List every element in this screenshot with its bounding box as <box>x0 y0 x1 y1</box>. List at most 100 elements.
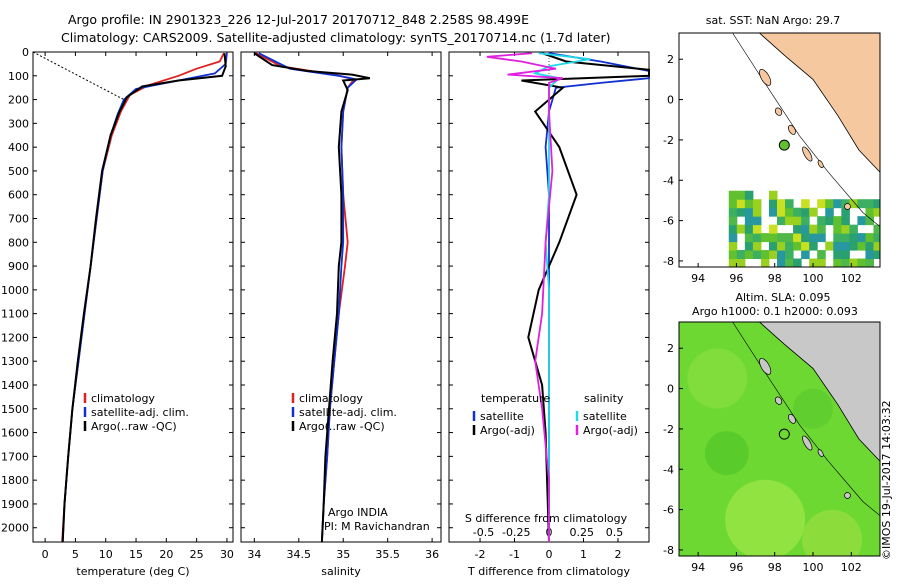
map-x-tick-label: 98 <box>768 272 782 285</box>
y-tick-label: 1400 <box>1 379 29 392</box>
sst-pixel <box>728 207 738 217</box>
x-axis-label: temperature (deg C) <box>76 565 189 578</box>
x-tick-label: 1 <box>580 548 587 561</box>
sst-pixel <box>793 224 802 234</box>
sst-pixel <box>768 190 778 200</box>
map-y-tick-label: -8 <box>663 255 674 268</box>
map-y-tick-label: 0 <box>667 383 674 396</box>
sst-pixel <box>817 199 826 209</box>
sst-pixel <box>744 199 754 209</box>
map-y-tick-label: -4 <box>663 174 674 187</box>
sst-pixel <box>736 190 746 200</box>
sst-pixel <box>817 233 826 243</box>
map-x-tick-label: 94 <box>691 561 705 574</box>
map-x-tick-label: 94 <box>691 272 705 285</box>
float-program-label: Argo INDIA <box>328 506 388 519</box>
chart-panel-salinity: 34 34.5 35 35.5 36 salinity climatologysatelli… <box>240 51 442 578</box>
y-tick-label: 1000 <box>1 284 29 297</box>
s-tick-label: -0.25 <box>502 526 530 539</box>
sst-pixel <box>744 233 754 243</box>
sst-pixel <box>817 216 826 226</box>
x-tick-label: -1 <box>509 548 520 561</box>
island <box>787 124 796 135</box>
sst-pixel <box>752 207 762 217</box>
legend: temperature salinitysatelliteArgo(-adj)sa… <box>472 392 638 437</box>
sst-pixel <box>801 233 810 243</box>
y-tick-label: 1800 <box>1 474 29 487</box>
island <box>817 449 824 458</box>
x-tick-label: 34 <box>247 548 261 561</box>
island <box>844 492 851 499</box>
sst-pixel <box>744 190 754 200</box>
sst-pixel <box>873 250 880 260</box>
sst-pixel <box>849 199 858 209</box>
legend-label: Argo(-adj) <box>583 424 638 437</box>
sst-pixel <box>785 233 794 243</box>
sst-pixel <box>768 250 778 260</box>
legend-label: Argo(-adj) <box>480 424 535 437</box>
series-line-argo---raw--qc- <box>61 53 227 543</box>
sst-pixel <box>801 241 810 251</box>
sst-pixel <box>760 233 770 243</box>
sst-pixel <box>801 207 810 217</box>
y-tick-label: 900 <box>8 260 29 273</box>
y-tick-label: 1700 <box>1 450 29 463</box>
map-y-tick-label: 0 <box>667 94 674 107</box>
sst-pixel <box>801 224 810 234</box>
y-tick-label: 700 <box>8 213 29 226</box>
x-tick-label: 5 <box>72 548 79 561</box>
sst-pixel <box>760 258 770 267</box>
sst-pixel <box>728 190 738 200</box>
sumatra-land <box>758 322 880 462</box>
sla-blob <box>704 431 749 476</box>
legend-label: climatology <box>91 392 155 405</box>
sst-pixel <box>857 233 866 243</box>
map-y-tick-label: -6 <box>663 504 674 517</box>
sst-pixel <box>801 216 810 226</box>
map-y-tick-label: -2 <box>663 134 674 147</box>
sst-pixel <box>841 207 850 217</box>
sst-pixel <box>728 224 738 234</box>
map-frame <box>678 321 881 557</box>
sst-pixel <box>865 250 874 260</box>
sst-pixel <box>785 199 794 209</box>
legend-label: satellite <box>583 410 627 423</box>
sst-pixel <box>849 233 858 243</box>
legend-label: satellite-adj. clim. <box>299 406 397 419</box>
s-tick-label: -0.5 <box>473 526 494 539</box>
sst-pixel <box>833 250 842 260</box>
panel-frame <box>32 51 234 543</box>
sst-pixel <box>873 224 880 234</box>
sla-blob <box>802 509 863 556</box>
header-title-line1: Argo profile: IN 2901323_226 12-Jul-2017… <box>68 12 529 27</box>
legend-heading-salinity: salinity <box>584 392 624 405</box>
map-frame <box>678 32 881 268</box>
sst-pixel <box>817 250 826 260</box>
sst-pixel <box>793 216 802 226</box>
sst-pixel <box>857 199 866 209</box>
sst-pixel <box>833 199 842 209</box>
y-tick-label: 400 <box>8 141 29 154</box>
sst-pixel <box>768 199 778 209</box>
sst-pixel <box>728 250 738 260</box>
header-title-line2: Climatology: CARS2009. Satellite-adjuste… <box>61 30 611 45</box>
sst-pixel <box>865 216 874 226</box>
sst-pixel <box>752 250 762 260</box>
sst-pixel <box>768 224 778 234</box>
sst-pixel <box>744 250 754 260</box>
y-tick-label: 500 <box>8 165 29 178</box>
sst-pixel <box>793 241 802 251</box>
sst-pixel <box>873 241 880 251</box>
y-tick-label: 1900 <box>1 498 29 511</box>
y-tick-label: 1500 <box>1 403 29 416</box>
x-tick-label: 30 <box>220 548 234 561</box>
sla-blob <box>687 348 748 409</box>
y-tick-label: 0 <box>22 46 29 59</box>
map-y-tick-label: -4 <box>663 463 674 476</box>
sst-pixel <box>841 224 850 234</box>
sst-pixel <box>857 258 866 267</box>
sst-pixel <box>865 233 874 243</box>
sst-pixel <box>825 241 834 251</box>
sst-map-title: sat. SST: NaN Argo: 29.7 <box>706 14 840 27</box>
